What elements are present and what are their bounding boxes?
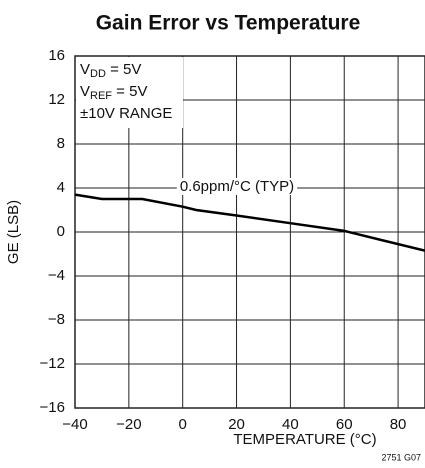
condition-sub: REF bbox=[90, 90, 112, 102]
chart-title: Gain Error vs Temperature bbox=[96, 12, 361, 35]
y-tick-label: 8 bbox=[57, 135, 65, 152]
condition-text: VREF = 5V bbox=[80, 83, 147, 102]
x-tick-label: 20 bbox=[228, 416, 245, 433]
condition-rest: = 5V bbox=[112, 83, 147, 100]
x-tick-label: 0 bbox=[179, 416, 187, 433]
x-tick-label: 60 bbox=[336, 416, 353, 433]
condition-main: ±10V RANGE bbox=[80, 105, 172, 122]
x-tick-label: −20 bbox=[116, 416, 141, 433]
annotation-bg bbox=[176, 177, 298, 195]
y-tick-label: −4 bbox=[48, 267, 65, 284]
condition-main: V bbox=[80, 83, 90, 100]
figure-id: 2751 G07 bbox=[381, 452, 421, 462]
x-tick-label: 40 bbox=[282, 416, 299, 433]
annotation: 0.6ppm/°C (TYP) bbox=[180, 178, 294, 195]
y-tick-label: −12 bbox=[40, 355, 65, 372]
plot-frame bbox=[74, 55, 425, 409]
y-tick-label: −8 bbox=[48, 311, 65, 328]
condition-text: ±10V RANGE bbox=[80, 105, 172, 122]
y-axis-label: GE (LSB) bbox=[5, 200, 22, 264]
y-tick-label: 16 bbox=[48, 47, 65, 64]
x-tick-label: 80 bbox=[390, 416, 407, 433]
condition-text: VDD = 5V bbox=[80, 61, 141, 80]
condition-main: V bbox=[80, 61, 90, 78]
x-tick-label: −40 bbox=[62, 416, 87, 433]
y-tick-label: −16 bbox=[40, 399, 65, 416]
y-tick-label: 4 bbox=[57, 179, 65, 196]
y-tick-label: 0 bbox=[57, 223, 65, 240]
x-axis-label: TEMPERATURE (°C) bbox=[233, 431, 376, 448]
conditions-box bbox=[76, 57, 183, 128]
condition-sub: DD bbox=[90, 68, 106, 80]
condition-rest: = 5V bbox=[106, 61, 141, 78]
data-line bbox=[74, 193, 425, 252]
y-tick-label: 12 bbox=[48, 91, 65, 108]
